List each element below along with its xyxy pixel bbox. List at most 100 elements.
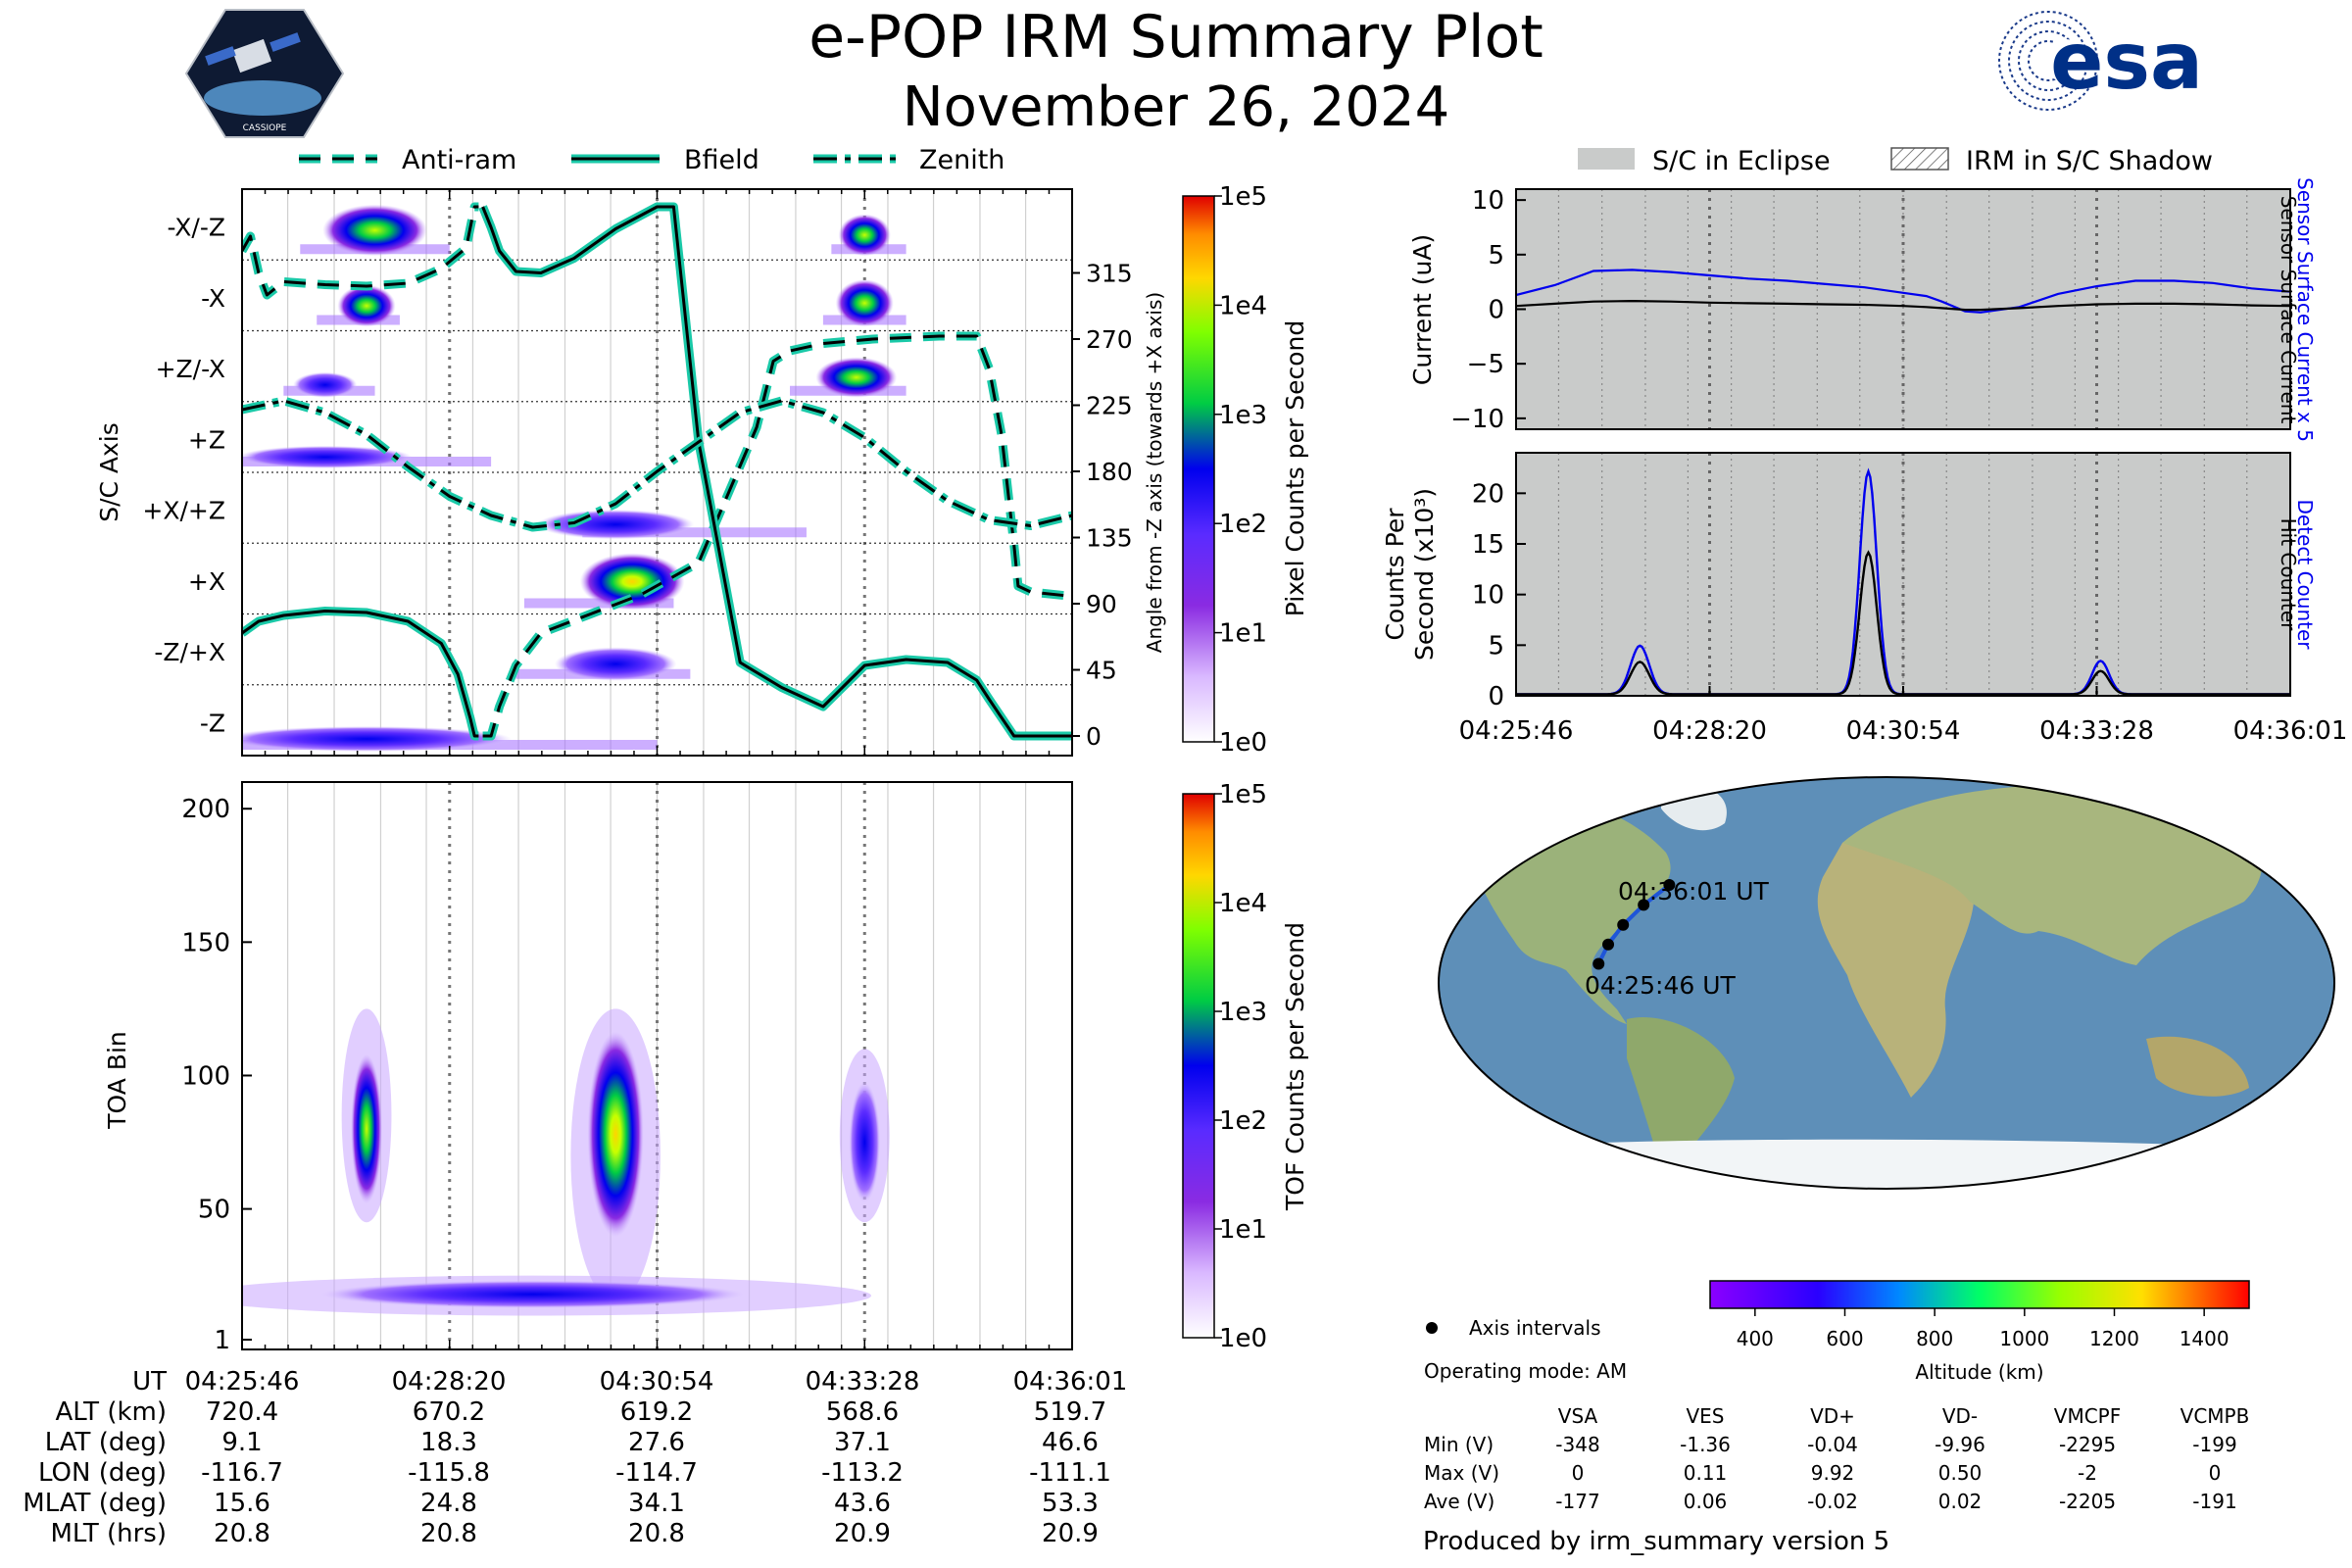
toa-y-tick-label: 100 [181,1061,230,1091]
operating-mode: Operating mode: AM [1424,1359,1627,1383]
altitude-tick-label: 400 [1737,1327,1774,1350]
ephemeris-cell: 24.8 [420,1489,477,1518]
ephemeris-table: UT 04:25:46 04:28:20 04:30:54 04:33:28 04:36:… [23,1367,1127,1548]
axis-category-label: -X/-Z [168,214,225,242]
ephemeris-cell: 04:36:01 [1013,1367,1128,1396]
ephemeris-cell: 720.4 [206,1397,278,1427]
colorbar-tick-label: 1e4 [1219,291,1267,320]
heatmap-blob [293,371,358,398]
altitude-colorbar-label: Altitude (km) [1915,1360,2043,1384]
toa-y-tick-label: 50 [198,1196,230,1225]
ephemeris-cell: 37.1 [834,1428,891,1457]
curve-anti-ram [242,205,479,297]
legend-zenith: Zenith [813,145,1004,175]
colorbar-tick-label: 1e2 [1219,510,1267,539]
counts-y-tick-label: 20 [1472,479,1504,509]
voltage-cell: -177 [1555,1490,1599,1513]
voltage-cell: 9.92 [1811,1461,1855,1485]
current-ylabel: Current (uA) [1408,234,1437,385]
ephemeris-cell: 46.6 [1042,1428,1099,1457]
counts-x-tick-label: 04:33:28 [2039,716,2154,746]
current-y-tick-label: −10 [1450,405,1504,434]
toa-panel: 200 150 100 50 1 TOA Bin [103,781,1073,1355]
axis-panel-ticks [241,189,1073,756]
ephemeris-cell: 519.7 [1034,1397,1106,1427]
current-series-line [1516,269,2290,314]
counts-y-tick-label: 15 [1472,530,1504,560]
colorbar-tick-label: 1e5 [1219,780,1267,809]
ephemeris-cell: -111.1 [1029,1458,1111,1488]
current-y-tick-label: 0 [1488,296,1504,325]
orbit-track [1592,878,1676,970]
ephemeris-row-label: MLT (hrs) [51,1519,168,1548]
ephemeris-cell: 27.6 [628,1428,685,1457]
axis-category-label: +Z/-X [156,355,225,383]
ephemeris-cell: 9.1 [221,1428,262,1457]
counts-ylabel-line2: Second (x10³) [1410,488,1439,661]
ephemeris-cell: 619.2 [620,1397,693,1427]
heatmap-blob [322,204,427,257]
altitude-tick-label: 600 [1826,1327,1863,1350]
altitude-tick-label: 1200 [2089,1327,2139,1350]
eclipse-legend-label: S/C in Eclipse [1652,146,1831,176]
right-tick-label: 0 [1086,722,1102,751]
right-tick-label: 180 [1086,458,1133,486]
current-right-label-black: Sensor Surface Current [2277,196,2300,424]
figure-title: e-POP IRM Summary Plot [808,3,1544,72]
counts-right-label-black: Hit Counter [2277,518,2300,631]
axis-category-label: -X [201,284,225,313]
voltage-cell: -348 [1555,1433,1599,1456]
voltage-cell: 0.50 [1938,1461,1983,1485]
colorbar-tick-label: 1e2 [1219,1106,1267,1136]
voltage-cell: -191 [2192,1490,2236,1513]
right-tick-label: 90 [1086,590,1117,618]
ephemeris-row-label: LAT (deg) [45,1428,167,1457]
figure-date: November 26, 2024 [903,75,1450,139]
esa-wordmark: esa [2050,16,2203,107]
toa-blob [351,1054,382,1204]
voltage-cell: 0 [2209,1461,2222,1485]
orbit-map: 04:36:01 UT 04:25:46 UT [1438,776,2335,1190]
tof-colorbar: 1e5 1e4 1e3 1e2 1e1 1e0 TOF Counts per Second [1182,780,1309,1353]
colorbar-tick-label: 1e0 [1219,1324,1267,1353]
pixel-colorbar: 1e5 1e4 1e3 1e2 1e1 1e0 Pixel Counts per Seco… [1182,182,1309,758]
toa-panel-ylabel: TOA Bin [103,1031,131,1130]
voltage-cell: -9.96 [1935,1433,1985,1456]
ephemeris-cell: 04:30:54 [600,1367,714,1396]
ephemeris-cell: 670.2 [413,1397,485,1427]
voltage-header: VES [1686,1404,1724,1428]
colorbar-tick-label: 1e5 [1219,182,1267,212]
pixel-colorbar-label: Pixel Counts per Second [1281,320,1309,616]
voltage-cell: -2295 [2059,1433,2116,1456]
axis-category-label: -Z [200,709,225,737]
voltage-row-label: Min (V) [1424,1433,1494,1456]
current-panel: 10 5 0 −5 −10 Current (uA) Sensor Surface Cu… [1408,177,2317,442]
counts-y-tick-label: 0 [1488,682,1504,711]
ephemeris-cell: 04:33:28 [806,1367,920,1396]
voltage-header: VSA [1558,1404,1598,1428]
voltage-cell: -2205 [2059,1490,2116,1513]
right-tick-label: 135 [1086,524,1133,553]
right-tick-label: 270 [1086,325,1133,354]
heatmap-blob [835,279,894,327]
shadow-legend-label: IRM in S/C Shadow [1966,146,2213,176]
voltage-row-label: Ave (V) [1424,1490,1494,1513]
counts-y-tick-label: 10 [1472,581,1504,611]
toa-blob [587,1031,644,1238]
toa-y-tick-label: 1 [214,1326,230,1355]
current-y-tick-label: −5 [1467,350,1504,379]
colorbar-tick-label: 1e1 [1219,1215,1267,1245]
ephemeris-cell: 53.3 [1042,1489,1099,1518]
legend-anti-ram-label: Anti-ram [402,145,516,175]
colorbar-tick-label: 1e1 [1219,619,1267,649]
heatmap-band [582,527,807,538]
axis-panel-curves [242,202,1072,741]
current-panel-legend: S/C in Eclipse IRM in S/C Shadow [1578,146,2213,176]
voltage-cell: -0.02 [1807,1490,1858,1513]
counts-y-tick-label: 5 [1488,631,1504,661]
colorbar-tick-label: 1e0 [1219,728,1267,758]
orbit-point [1602,938,1615,951]
heatmap-blob [554,647,677,681]
legend-bfield-label: Bfield [684,145,760,175]
